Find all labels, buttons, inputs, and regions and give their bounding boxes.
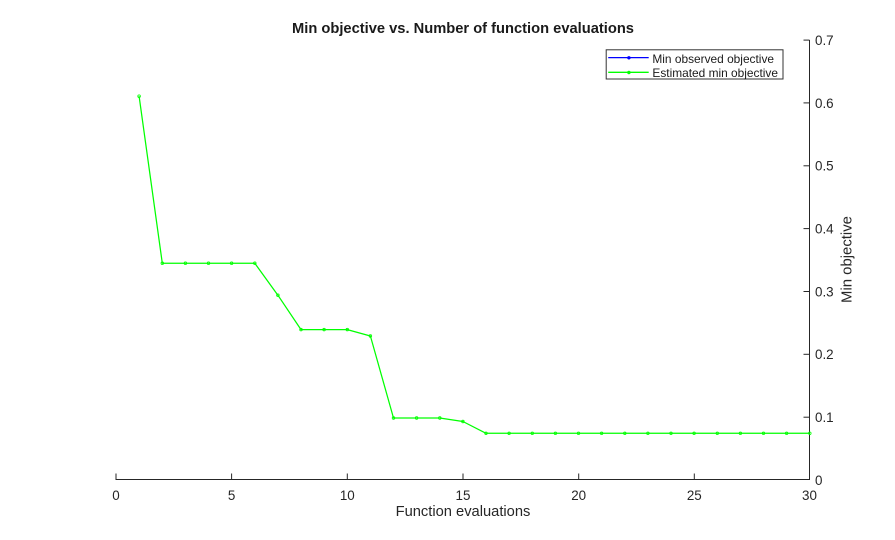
svg-text:0.7: 0.7 (815, 33, 834, 48)
svg-text:5: 5 (228, 488, 235, 503)
svg-text:10: 10 (340, 488, 355, 503)
svg-text:15: 15 (456, 488, 471, 503)
svg-text:0.6: 0.6 (815, 96, 834, 111)
svg-text:0.5: 0.5 (815, 159, 834, 174)
svg-text:0.2: 0.2 (815, 347, 834, 362)
svg-text:20: 20 (571, 488, 586, 503)
svg-text:Min observed objective: Min observed objective (652, 52, 774, 66)
svg-text:0.3: 0.3 (815, 284, 834, 299)
svg-text:0.4: 0.4 (815, 222, 834, 237)
svg-text:Estimated min objective: Estimated min objective (652, 66, 778, 80)
svg-text:25: 25 (687, 488, 702, 503)
svg-text:Min objective vs. Number of fu: Min objective vs. Number of function eva… (292, 21, 634, 37)
svg-text:0: 0 (112, 488, 119, 503)
svg-text:Min objective: Min objective (839, 216, 855, 303)
svg-text:Function evaluations: Function evaluations (396, 504, 531, 520)
svg-text:0.1: 0.1 (815, 410, 834, 425)
svg-text:0: 0 (815, 473, 822, 488)
svg-text:30: 30 (802, 488, 817, 503)
